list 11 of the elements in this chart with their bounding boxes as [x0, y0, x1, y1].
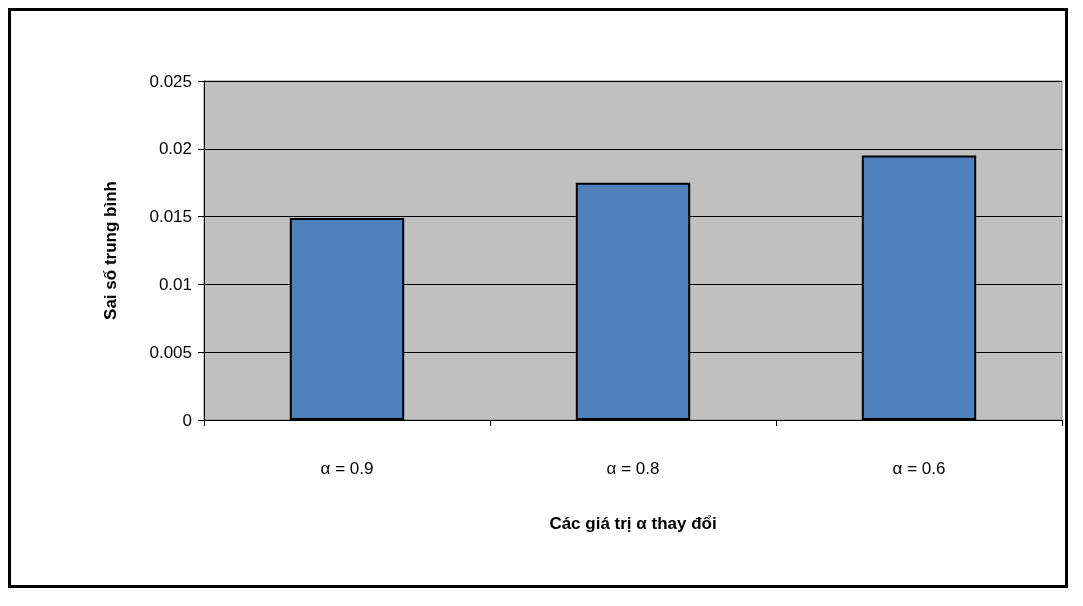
x-axis-title: Các giá trị α thay đổi: [549, 514, 717, 533]
x-tick-label: α = 0.6: [892, 459, 946, 478]
y-tick-label: 0.02: [158, 139, 192, 159]
y-tick-label: 0.005: [149, 342, 192, 362]
y-axis-title: Sai số trung bình: [101, 181, 120, 320]
y-tick-label: 0.015: [149, 207, 192, 227]
x-tick-label: α = 0.8: [606, 459, 660, 478]
x-tick-label: α = 0.9: [320, 459, 374, 478]
y-tick-label: 0.025: [149, 71, 192, 91]
y-tick-label: 0: [182, 410, 192, 430]
y-tick-label: 0.01: [158, 274, 192, 294]
